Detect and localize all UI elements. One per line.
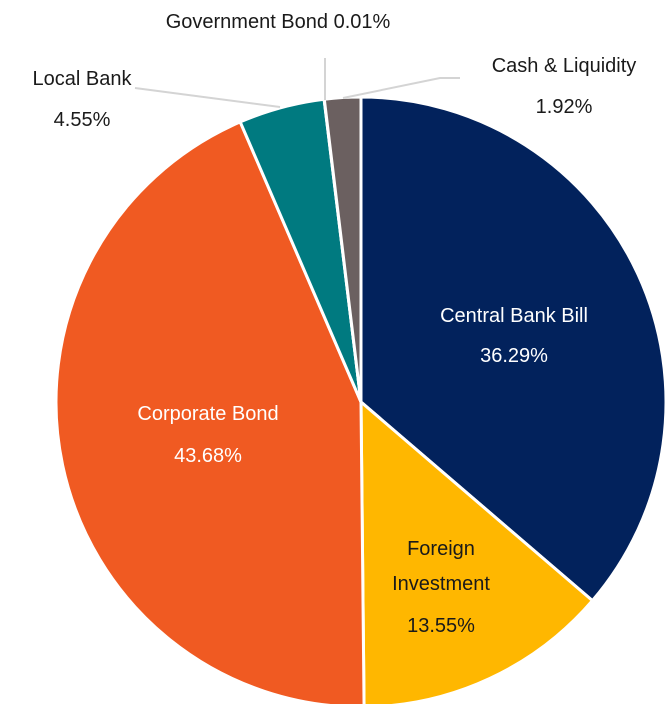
slice-value-corporate-bond: 43.68% [174, 445, 242, 467]
leader-line-cash-and-liquidity [342, 77, 460, 99]
slice-name-foreign-investment-1: Foreign [407, 538, 475, 560]
pie-slice-central-bank-bill [359, 95, 668, 603]
pie-slice-corporate-bond [54, 120, 366, 704]
slice-name-foreign-investment-2: Investment [392, 573, 490, 595]
slice-name-cash-and-liquidity: Cash & Liquidity [492, 55, 637, 77]
slice-value-cash-and-liquidity: 1.92% [536, 96, 593, 118]
leader-line-local-bank [134, 87, 281, 108]
pie-slices [54, 95, 668, 704]
slice-name-local-bank: Local Bank [33, 68, 133, 90]
slice-value-foreign-investment: 13.55% [407, 615, 475, 637]
slice-labels: Central Bank Bill 36.29% Foreign Investment… [33, 11, 637, 637]
slice-label-government-bond: Government Bond 0.01% [166, 11, 391, 33]
pie-slice-foreign-investment [359, 400, 594, 704]
leader-lines [134, 58, 460, 108]
slice-name-central-bank-bill: Central Bank Bill [440, 305, 588, 327]
slice-value-central-bank-bill: 36.29% [480, 345, 548, 367]
slice-name-corporate-bond: Corporate Bond [137, 403, 278, 425]
slice-value-local-bank: 4.55% [54, 109, 111, 131]
